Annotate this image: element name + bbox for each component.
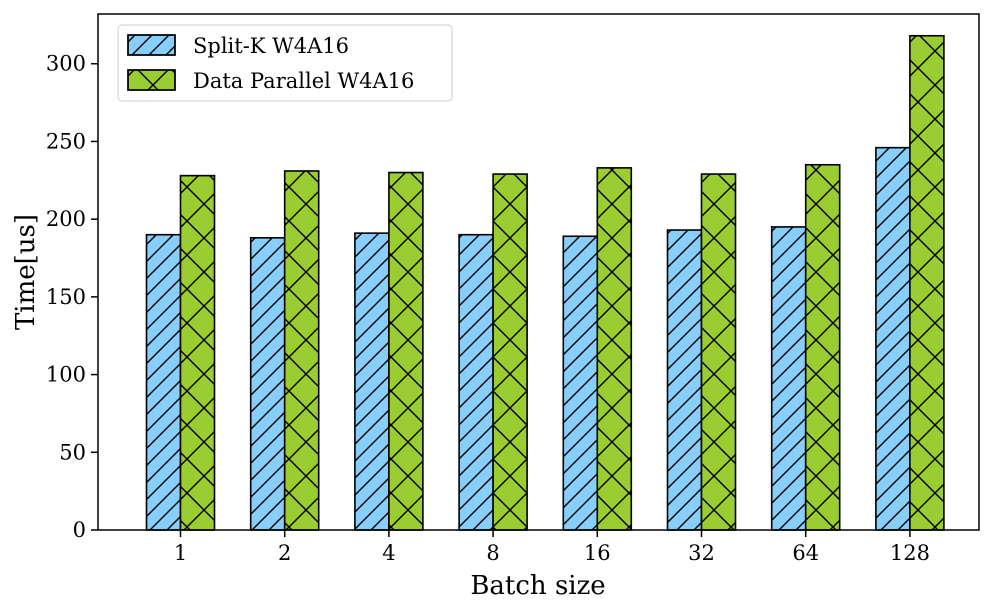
y-tick-label: 100 bbox=[46, 363, 86, 387]
y-axis-label: Time[us] bbox=[11, 214, 41, 330]
x-tick-label: 32 bbox=[688, 541, 715, 565]
x-tick-label: 128 bbox=[890, 541, 930, 565]
bar-hatch-data-parallel-batch-64 bbox=[804, 163, 841, 531]
x-tick-label: 1 bbox=[174, 541, 187, 565]
legend-swatch-hatch bbox=[127, 34, 176, 56]
bar-hatch-split-k-batch-2 bbox=[249, 237, 286, 531]
y-tick-label: 200 bbox=[46, 207, 86, 231]
x-tick-label: 64 bbox=[792, 541, 819, 565]
legend-swatch-hatch bbox=[127, 69, 176, 91]
legend: Split-K W4A16 Data Parallel W4A16 bbox=[117, 24, 453, 102]
bar-hatch-data-parallel-batch-2 bbox=[283, 170, 320, 531]
bar-hatch-split-k-batch-64 bbox=[770, 226, 807, 531]
bar-hatch-data-parallel-batch-1 bbox=[179, 174, 216, 531]
bar-hatch-split-k-batch-8 bbox=[458, 233, 494, 531]
y-tick-label: 50 bbox=[59, 440, 86, 464]
bar-hatch-split-k-batch-32 bbox=[666, 229, 703, 531]
bar-hatch-split-k-batch-128 bbox=[875, 146, 911, 531]
y-tick-label: 150 bbox=[46, 285, 86, 309]
x-tick-label: 4 bbox=[382, 541, 395, 565]
bar-hatch-data-parallel-batch-32 bbox=[700, 173, 737, 531]
y-tick-label: 300 bbox=[46, 52, 86, 76]
bar-hatch-data-parallel-batch-8 bbox=[492, 173, 528, 531]
y-tick-label: 0 bbox=[73, 518, 86, 542]
bar-hatch-data-parallel-batch-16 bbox=[596, 167, 633, 531]
bar-hatch-data-parallel-batch-128 bbox=[909, 34, 945, 531]
bar-hatch-data-parallel-batch-4 bbox=[388, 171, 424, 531]
y-tick-label: 250 bbox=[46, 129, 86, 153]
y-axis-ticks: 0 50 100 150 200 250 300 bbox=[46, 52, 98, 542]
bar-hatch-split-k-batch-1 bbox=[145, 233, 182, 531]
bars-layer bbox=[145, 34, 945, 531]
legend-frame bbox=[117, 24, 453, 102]
x-tick-label: 16 bbox=[584, 541, 611, 565]
x-tick-label: 8 bbox=[486, 541, 499, 565]
x-axis-ticks: 1 2 4 8 16 32 64 128 bbox=[174, 530, 930, 565]
x-tick-label: 2 bbox=[278, 541, 291, 565]
x-axis-label: Batch size bbox=[470, 571, 605, 601]
legend-label-data-parallel: Data Parallel W4A16 bbox=[193, 69, 414, 93]
bar-hatch-split-k-batch-16 bbox=[562, 235, 599, 531]
bar-hatch-split-k-batch-4 bbox=[354, 232, 390, 531]
plot-frame bbox=[97, 13, 980, 531]
legend-label-split-k: Split-K W4A16 bbox=[193, 34, 349, 58]
